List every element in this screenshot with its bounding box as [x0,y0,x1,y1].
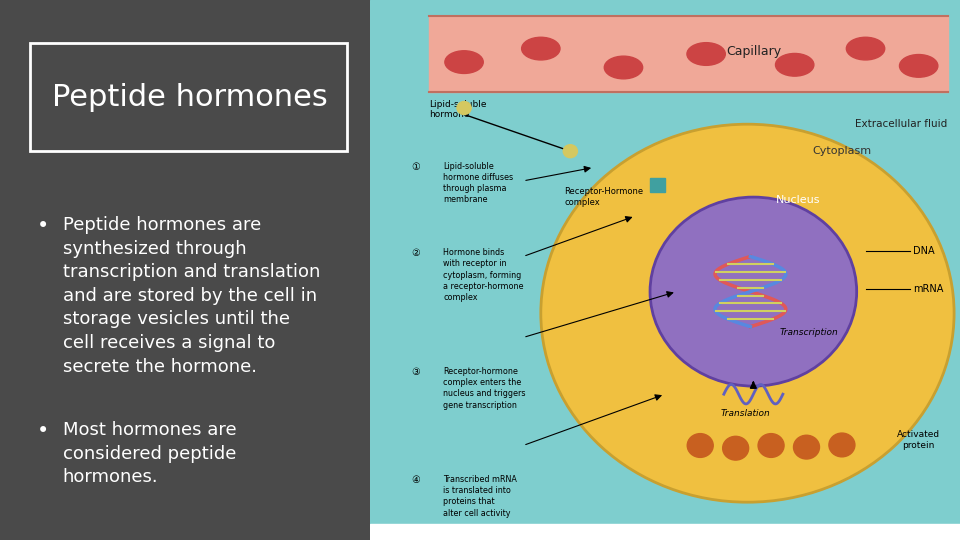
Text: ②: ② [411,248,420,259]
Text: Receptor-Hormone
complex: Receptor-Hormone complex [564,187,643,207]
Text: Peptide hormones: Peptide hormones [52,83,327,112]
Text: Extracellular fluid: Extracellular fluid [854,119,948,129]
Text: Most hormones are
considered peptide
hormones.: Most hormones are considered peptide hor… [62,421,236,487]
Text: Activated
protein: Activated protein [897,430,940,450]
Circle shape [828,433,855,457]
Text: Nucleus: Nucleus [776,195,820,205]
Text: •: • [36,216,49,236]
Ellipse shape [900,55,938,77]
Text: ①: ① [411,162,420,172]
Text: Translation: Translation [721,409,771,417]
Circle shape [758,434,784,457]
Text: Hormone binds
with receptor in
cytoplasm, forming
a receptor-hormone
complex: Hormone binds with receptor in cytoplasm… [444,248,524,302]
Bar [429,16,948,92]
Ellipse shape [687,43,726,65]
Circle shape [687,434,713,457]
Text: Receptor-hormone
complex enters the
nucleus and triggers
gene transcription: Receptor-hormone complex enters the nucl… [444,367,526,409]
Ellipse shape [444,51,483,73]
Text: Capillary: Capillary [726,45,780,58]
Circle shape [794,435,820,459]
Text: DNA: DNA [913,246,934,256]
Text: Transcription: Transcription [780,328,839,336]
Text: Cytoplasm: Cytoplasm [812,146,872,156]
Bar [650,178,664,192]
Circle shape [723,436,749,460]
Text: •: • [36,421,49,441]
Ellipse shape [521,37,560,60]
Ellipse shape [847,37,885,60]
Circle shape [564,145,577,158]
Text: Peptide hormones are
synthesized through
transcription and translation
and are s: Peptide hormones are synthesized through… [62,216,321,376]
Text: Transcribed mRNA
is translated into
proteins that
alter cell activity: Transcribed mRNA is translated into prot… [444,475,517,517]
Text: ④: ④ [411,475,420,485]
Circle shape [540,124,954,502]
Circle shape [457,102,471,114]
Bar [370,524,960,540]
Text: Lipid-soluble
hormone diffuses
through plasma
membrane: Lipid-soluble hormone diffuses through p… [444,162,514,204]
FancyBboxPatch shape [30,43,348,151]
Ellipse shape [604,56,642,79]
Circle shape [650,197,856,386]
Text: Lipid-soluble
hormone: Lipid-soluble hormone [429,100,486,119]
Ellipse shape [776,53,814,76]
Text: mRNA: mRNA [913,284,943,294]
Text: ③: ③ [411,367,420,377]
